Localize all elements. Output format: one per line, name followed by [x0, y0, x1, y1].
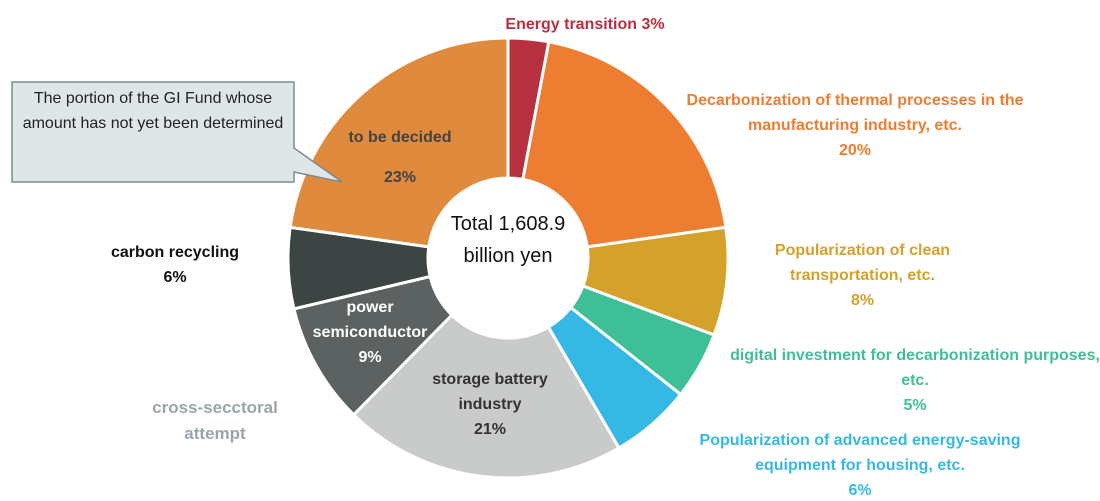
annotation: cross-secctoral attempt [152, 398, 278, 443]
category-label: carbon recycling [110, 244, 240, 261]
value-label: 8% [850, 292, 875, 309]
center-text: Total 1,608.9 billion yen [450, 213, 566, 267]
segment-label: Popularization of advanced energy-saving… [660, 428, 1060, 501]
segment-label: to be decided 23% [330, 118, 470, 198]
value-label: 5% [903, 397, 927, 414]
category-label: Popularization of advanced energy-saving… [699, 432, 1021, 474]
segment-label: carbon recycling 6% [80, 240, 270, 290]
category-label: Popularization of clean transportation, … [774, 242, 951, 284]
donut-segment [351, 312, 622, 480]
value-label: 6% [163, 269, 187, 286]
segment-label: Decarbonization of thermal processes in … [660, 88, 1050, 163]
segment-label: Popularization of clean transportation, … [740, 238, 985, 313]
value-label: 3% [641, 16, 665, 33]
segment-label: Energy transition 3% [440, 12, 730, 37]
category-label: storage battery industry [432, 371, 548, 413]
category-label: power semiconductor [312, 299, 428, 341]
category-label: Decarbonization of thermal processes in … [686, 92, 1024, 134]
value-label: 9% [358, 349, 382, 366]
category-label: to be decided [348, 129, 452, 146]
segment-label: digital investment for decarbonization p… [730, 343, 1100, 418]
callout-text: The portion of the GI Fund whose amount … [22, 90, 284, 132]
value-label: 20% [838, 142, 872, 159]
category-label: Energy transition [505, 16, 637, 33]
value-label: 23% [383, 169, 417, 186]
segment-label: power semiconductor 9% [295, 295, 445, 370]
category-label: digital investment for decarbonization p… [730, 347, 1100, 389]
value-label: 6% [848, 482, 872, 499]
donut-segment [521, 40, 728, 249]
segment-label: storage battery industry 21% [430, 367, 550, 442]
value-label: 21% [473, 421, 507, 438]
